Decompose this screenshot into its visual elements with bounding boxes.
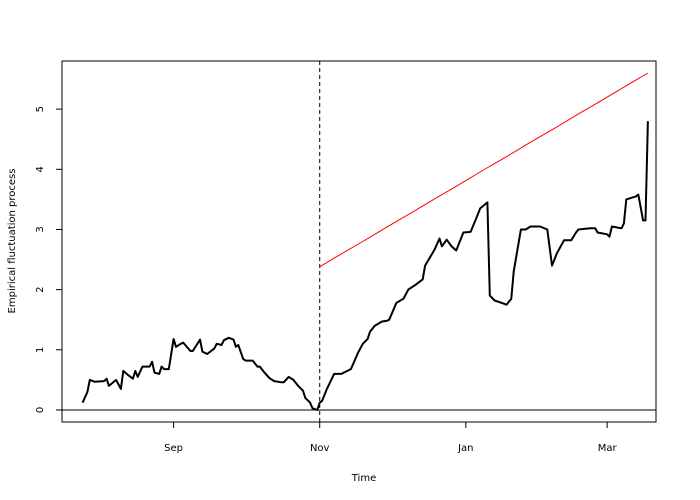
y-tick-label: 2 <box>35 286 46 292</box>
series-line <box>319 72 649 268</box>
series-line <box>81 121 649 411</box>
y-tick-label: 0 <box>35 407 46 413</box>
x-tick-label: Jan <box>457 443 473 454</box>
y-tick-label: 5 <box>35 106 46 112</box>
y-tick-label: 1 <box>35 347 46 353</box>
plot-frame <box>61 60 657 423</box>
y-tick-label: 3 <box>35 226 46 232</box>
x-tick-label: Sep <box>164 443 183 454</box>
y-axis-label: Empirical fluctuation process <box>7 169 18 314</box>
x-tick-label: Nov <box>310 443 330 454</box>
x-axis-label: Time <box>351 473 376 484</box>
y-tick-label: 4 <box>35 166 46 172</box>
x-tick-label: Mar <box>598 443 618 454</box>
